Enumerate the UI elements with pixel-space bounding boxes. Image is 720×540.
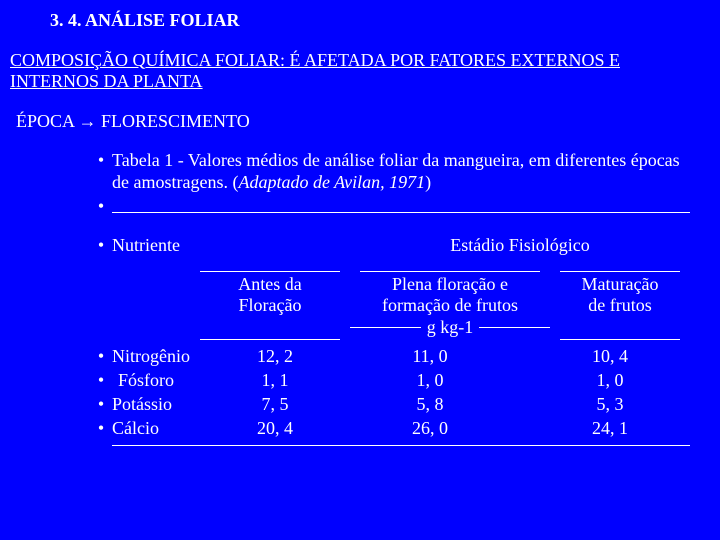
underline [360, 271, 540, 272]
cell-v2: 26, 0 [330, 416, 530, 440]
caption-italic: Adaptado de Avilan, 1971 [238, 172, 425, 192]
underline [200, 339, 340, 340]
header-nutriente: Nutriente [112, 235, 180, 257]
underline [560, 271, 680, 272]
stage-col-maturacao: Maturação de frutos [550, 271, 690, 339]
bullet-icon: • [90, 368, 112, 392]
cell-name: Fósforo [112, 368, 220, 392]
stage-antes-l1: Antes da [190, 274, 350, 296]
underline [560, 339, 680, 340]
table-row: • Nitrogênio 12, 2 11, 0 10, 4 [90, 344, 690, 368]
cell-v3: 1, 0 [530, 368, 690, 392]
header-estadio: Estádio Fisiológico [350, 235, 690, 257]
stage-plena-l1: Plena floração e [350, 274, 550, 296]
stage-col-antes: Antes da Floração [190, 271, 350, 339]
cell-v2: 5, 8 [330, 392, 530, 416]
stage-mat-l2: de frutos [550, 295, 690, 317]
cell-v1: 1, 1 [220, 368, 330, 392]
stage-plena-l2: formação de frutos [350, 295, 550, 317]
bullet-icon: • [90, 344, 112, 368]
stage-antes-l2: Floração [190, 295, 350, 317]
stage-col-plena: Plena floração e formação de frutos g kg… [350, 271, 550, 339]
table-caption: Tabela 1 - Valores médios de análise fol… [112, 150, 690, 193]
epoca-line: ÉPOCA → FLORESCIMENTO [16, 111, 710, 133]
slide: 3. 4. ANÁLISE FOLIAR COMPOSIÇÃO QUÍMICA … [0, 0, 720, 446]
divider-line [112, 196, 690, 218]
bullet-icon: • [90, 196, 112, 218]
bullet-icon: • [90, 392, 112, 416]
stage-underline-row [90, 339, 690, 340]
cell-v1: 20, 4 [220, 416, 330, 440]
section-title: 3. 4. ANÁLISE FOLIAR [50, 10, 710, 32]
cell-v3: 5, 3 [530, 392, 690, 416]
cell-v1: 7, 5 [220, 392, 330, 416]
cell-name: Potássio [112, 392, 220, 416]
cell-v2: 11, 0 [330, 344, 530, 368]
cell-v1: 12, 2 [220, 344, 330, 368]
underline [350, 327, 421, 328]
cell-name: Cálcio [112, 416, 220, 440]
stage-mat-l1: Maturação [550, 274, 690, 296]
cell-v3: 10, 4 [530, 344, 690, 368]
cell-v2: 1, 0 [330, 368, 530, 392]
divider-bullet-top: • [90, 196, 690, 218]
underline [112, 212, 690, 213]
bullet-icon: • [90, 235, 112, 257]
table-row: • Cálcio 20, 4 26, 0 24, 1 [90, 416, 690, 440]
underline-bottom [112, 445, 690, 446]
underline [200, 271, 340, 272]
stage-headers: Antes da Floração Plena floração e forma… [90, 271, 690, 339]
cell-v3: 24, 1 [530, 416, 690, 440]
caption-suffix: ) [425, 172, 431, 192]
table-row: • Potássio 7, 5 5, 8 5, 3 [90, 392, 690, 416]
table-row: • Fósforo 1, 1 1, 0 1, 0 [90, 368, 690, 392]
header-row: • Nutriente Estádio Fisiológico [90, 235, 690, 257]
content-area: • Tabela 1 - Valores médios de análise f… [90, 150, 690, 445]
stage-plena-l3: g kg-1 [350, 317, 550, 339]
underline [479, 327, 550, 328]
cell-name: Nitrogênio [112, 344, 220, 368]
table-caption-bullet: • Tabela 1 - Valores médios de análise f… [90, 150, 690, 193]
bullet-icon: • [90, 150, 112, 193]
data-table: • Nitrogênio 12, 2 11, 0 10, 4 • Fósforo… [90, 344, 690, 441]
bullet-icon: • [90, 416, 112, 440]
subtitle: COMPOSIÇÃO QUÍMICA FOLIAR: É AFETADA POR… [10, 50, 710, 93]
